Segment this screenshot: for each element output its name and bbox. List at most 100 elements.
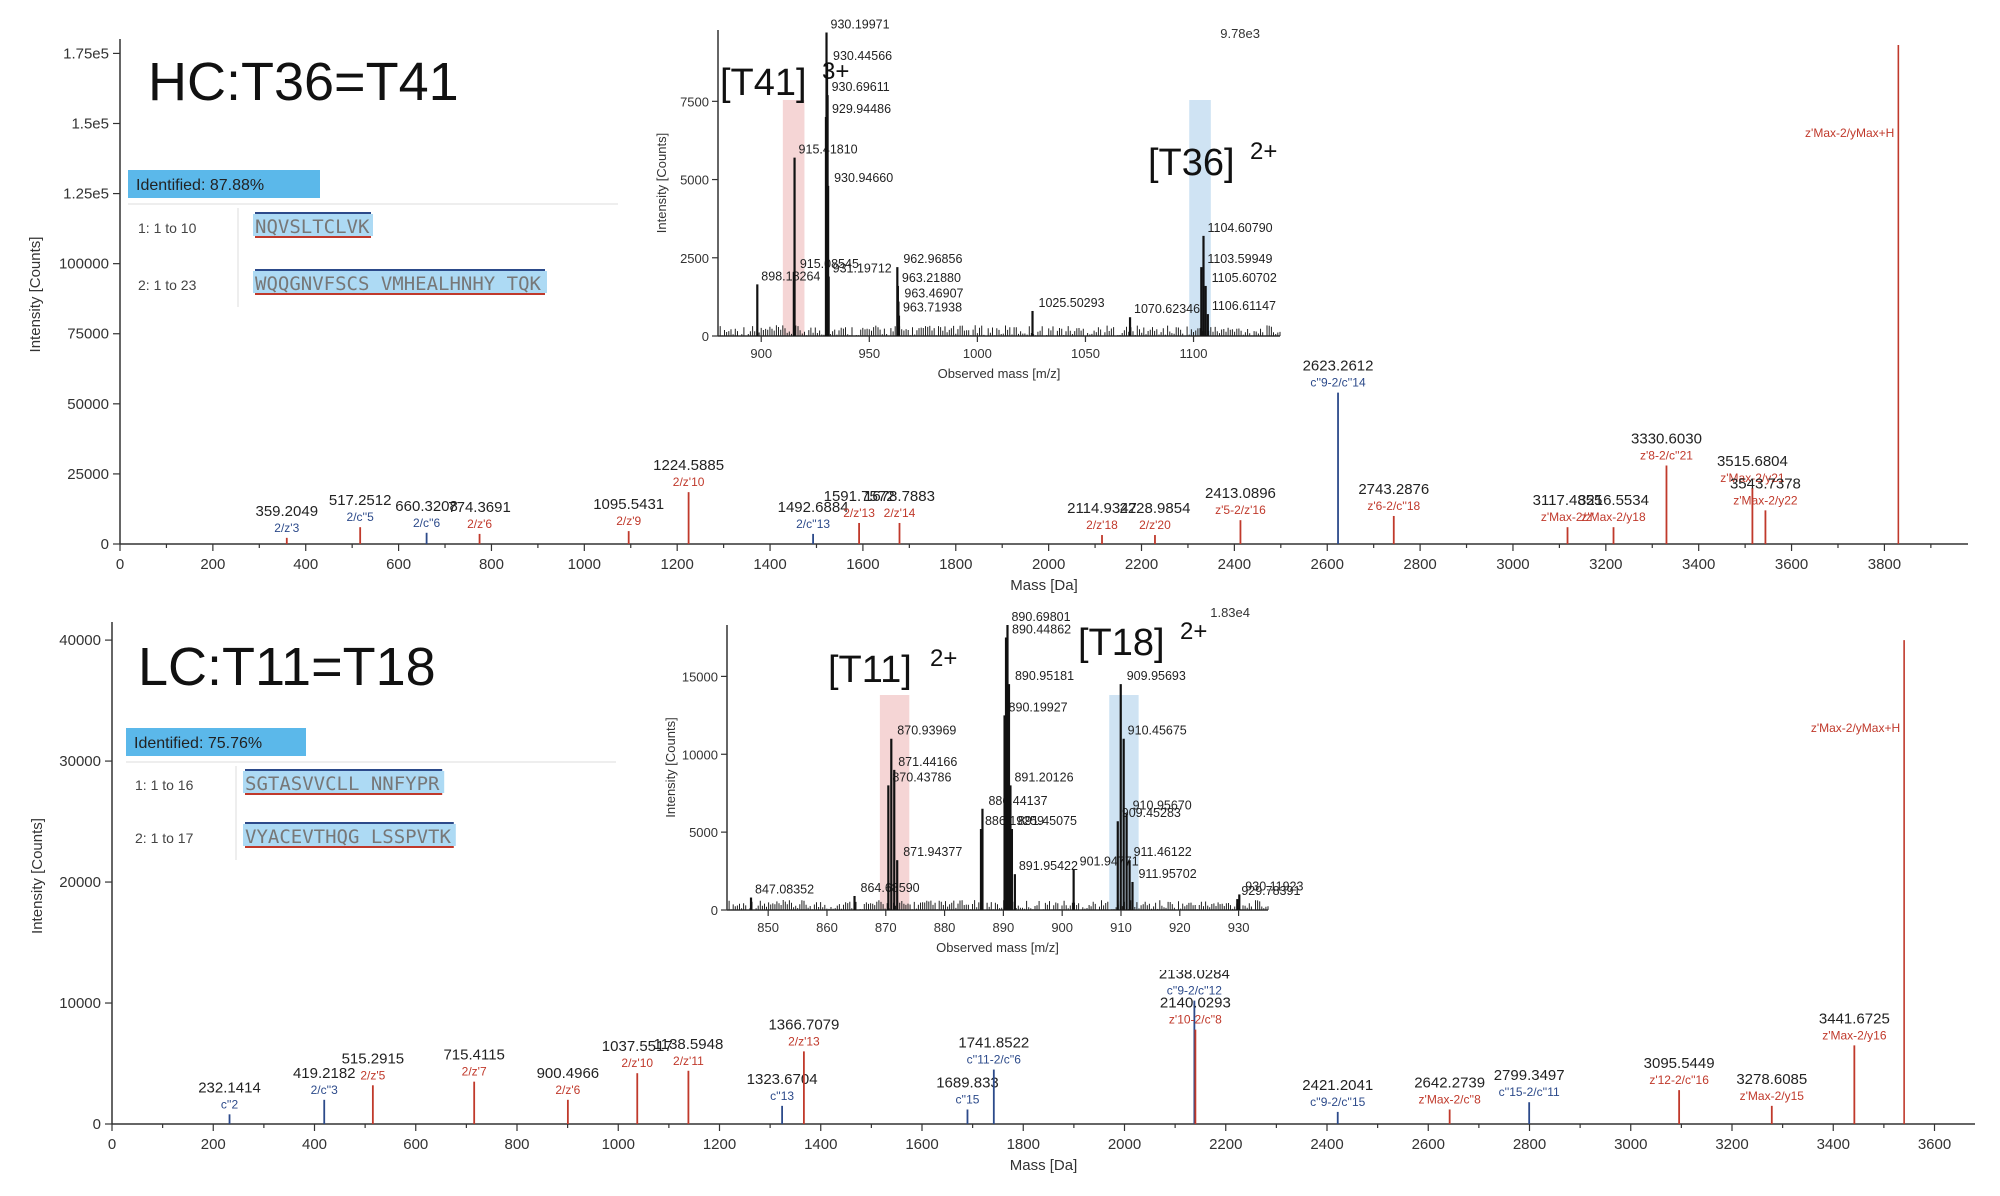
inset-peak-label: 909.95693 <box>1127 669 1186 683</box>
peak-ion-label: z'Max-2/y18 <box>1581 510 1646 524</box>
inset-x-axis-label: Observed mass [m/z] <box>938 366 1061 381</box>
peak-ion-label: 2/z'10 <box>673 475 705 489</box>
x-tick-label: 3400 <box>1682 556 1715 573</box>
peak-mass-label: 660.3208 <box>395 498 458 515</box>
peak-mass-label: 1366.7079 <box>768 1016 839 1033</box>
y-tick-label: 0 <box>93 1116 101 1133</box>
inset-peak-label: 886.44137 <box>988 794 1047 808</box>
peak-mass-label: 232.1414 <box>198 1079 261 1096</box>
y-tick-label: 100000 <box>59 256 109 273</box>
sequence-coverage <box>243 824 456 846</box>
peak-mass-label: 2623.2612 <box>1303 358 1374 375</box>
sequence-coverage <box>253 214 373 236</box>
inset-y-tick-label: 15000 <box>682 669 718 684</box>
inset-species-charge: 2+ <box>1250 138 1277 165</box>
x-tick-label: 1200 <box>703 1136 736 1153</box>
peak-ion-label: c''9-2/c''15 <box>1310 1095 1366 1109</box>
x-tick-label: 3000 <box>1614 1136 1647 1153</box>
y-axis-label: Intensity [Counts] <box>27 237 44 353</box>
x-axis-label: Mass [Da] <box>1010 577 1078 594</box>
inset-peak-label: 891.45075 <box>1018 814 1077 828</box>
peak-mass-label: 2140.0293 <box>1160 995 1231 1012</box>
inset-peak-label: 891.20126 <box>1014 770 1073 784</box>
inset-species-label: [T36] <box>1148 142 1235 184</box>
inset-peak-label: 963.46907 <box>904 287 963 301</box>
inset-max-intensity: 9.78e3 <box>1220 26 1260 41</box>
x-tick-label: 2800 <box>1513 1136 1546 1153</box>
inset-background <box>727 605 1268 970</box>
sequence-text: WQQGNVFSCS VMHEALHNHY TQK <box>255 273 542 295</box>
peak-mass-label: 1492.6884 <box>778 499 849 516</box>
identified-badge <box>126 728 306 756</box>
peak-ion-label: c''13 <box>770 1089 794 1103</box>
inset-peak-label: 847.08352 <box>755 883 814 897</box>
inset-peak-label: 1070.62346 <box>1134 302 1200 316</box>
sequence-label: 1: 1 to 10 <box>138 220 197 236</box>
peak-mass-label: 3095.5449 <box>1644 1055 1715 1072</box>
inset-peak-label: 930.19971 <box>831 18 890 32</box>
sequence-text: SGTASVVCLL NNFYPR <box>245 773 440 795</box>
inset-peak-label: 930.11923 <box>1245 879 1303 893</box>
peak-mass-label: 515.2915 <box>342 1050 405 1067</box>
inset-x-tick-label: 1100 <box>1180 346 1208 361</box>
inset-peak-label: 886.19259 <box>985 814 1044 828</box>
y-tick-label: 1.5e5 <box>71 115 109 132</box>
peak-ion-label: 2/c''6 <box>413 516 441 530</box>
peak-ion-label: c''15 <box>956 1092 980 1106</box>
x-tick-label: 2200 <box>1209 1136 1242 1153</box>
inset-peak-label: 1104.60790 <box>1207 221 1272 235</box>
peak-ion-label: 2/z'10 <box>621 1056 653 1070</box>
inset-peak-label: 1025.50293 <box>1039 296 1105 310</box>
peak-mass-label: 419.2182 <box>293 1065 356 1082</box>
peak-mass-label: 2413.0896 <box>1205 485 1276 502</box>
peak-mass-label: 3330.6030 <box>1631 431 1702 448</box>
inset-y-tick-label: 0 <box>711 903 718 918</box>
x-tick-label: 1800 <box>939 556 972 573</box>
inset-peak-label: 871.44166 <box>898 755 957 769</box>
y-tick-label: 30000 <box>59 753 101 770</box>
inset-peak-label: 1106.61147 <box>1212 299 1276 313</box>
inset-x-tick-label: 860 <box>816 920 838 935</box>
peak-mass-label: 1741.8522 <box>958 1035 1029 1052</box>
x-tick-label: 1800 <box>1007 1136 1040 1153</box>
x-tick-label: 2400 <box>1310 1136 1343 1153</box>
x-tick-label: 0 <box>108 1136 116 1153</box>
peak-mass-label: 774.3691 <box>448 499 511 516</box>
y-tick-label: 75000 <box>67 326 109 343</box>
peak-mass-label: 1095.5431 <box>593 496 664 513</box>
inset-peak-label: 930.69611 <box>832 80 890 94</box>
inset-peak-label: 911.95702 <box>1138 867 1196 881</box>
peak-ion-label: z'6-2/c''18 <box>1367 499 1420 513</box>
x-tick-label: 1600 <box>846 556 879 573</box>
inset-x-tick-label: 900 <box>1051 920 1073 935</box>
peak-ion-label: 2/z'11 <box>673 1054 704 1068</box>
peak-mass-label: 2799.3497 <box>1494 1067 1565 1084</box>
peak-ion-label: 2/z'5 <box>360 1068 385 1082</box>
inset-peak-label: 870.43786 <box>892 770 951 784</box>
x-tick-label: 3800 <box>1868 556 1901 573</box>
peak-ion-label: z'Max-2/y15 <box>1740 1089 1805 1103</box>
inset-x-tick-label: 930 <box>1228 920 1250 935</box>
peak-ion-label: z'Max-2/c''8 <box>1419 1092 1482 1106</box>
y-tick-label: 1.75e5 <box>63 45 109 62</box>
panel-title: LC:T11=T18 <box>138 637 436 697</box>
inset-peak-label: 910.95670 <box>1133 798 1192 812</box>
peak-ion-label: 2/z'3 <box>274 521 299 535</box>
x-tick-label: 800 <box>504 1136 529 1153</box>
inset-y-axis-label: Intensity [Counts] <box>663 717 678 817</box>
peak-ion-label: 2/z'6 <box>467 517 492 531</box>
identified-text: Identified: 87.88% <box>136 177 264 194</box>
inset-peak-label: 929.78391 <box>1241 884 1300 898</box>
peak-ion-label: 2/c''13 <box>796 517 830 531</box>
inset-peak-label: 911.46122 <box>1134 845 1192 859</box>
inset-peak-label: 910.45675 <box>1128 724 1187 738</box>
inset-x-tick-label: 910 <box>1110 920 1132 935</box>
inset-peak-label: 909.45283 <box>1122 806 1181 820</box>
peak-ion-label: 2/z'7 <box>462 1065 487 1079</box>
x-tick-label: 1000 <box>568 556 601 573</box>
x-tick-label: 3600 <box>1775 556 1808 573</box>
inset-peak-label: 963.71938 <box>903 301 962 315</box>
peak-ion-label: z'Max-2/yMax+H <box>1811 721 1900 735</box>
peak-mass-label: 3216.5534 <box>1578 492 1649 509</box>
x-tick-label: 1400 <box>753 556 786 573</box>
